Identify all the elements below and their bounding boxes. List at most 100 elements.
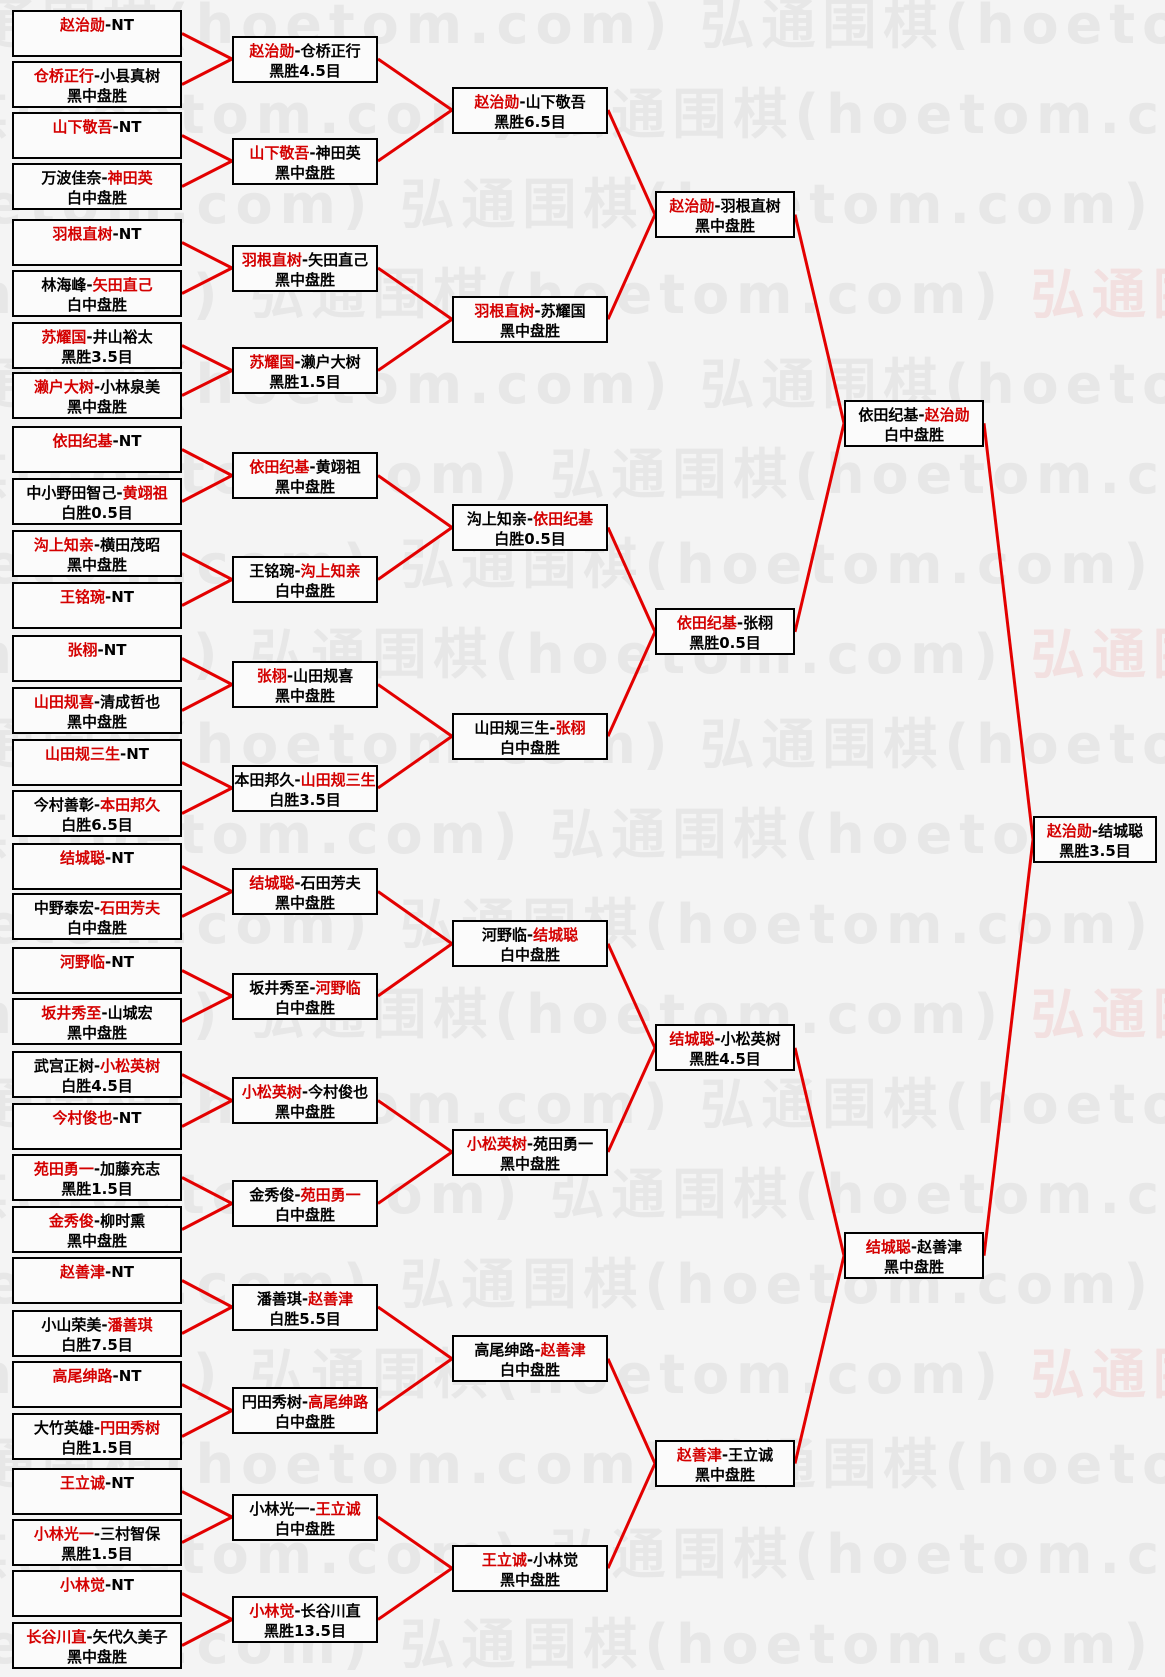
winner-name: 长谷川直 — [26, 1628, 87, 1646]
bracket-connector-line — [181, 1176, 233, 1205]
separator-dash: - — [93, 378, 101, 396]
player-name: 小林泉美 — [100, 378, 161, 396]
match-box-quarterfinals-1: 赵治勋-羽根直树 黑中盘胜 — [655, 191, 795, 239]
match-box-round-1-1: 赵治勋-NT — [12, 10, 182, 57]
winner-name: 王铭琬 — [59, 588, 105, 606]
separator-dash: - — [721, 1446, 729, 1464]
bracket-connector-line — [377, 474, 453, 529]
winner-name: 赵治勋 — [669, 197, 715, 216]
match-result: 黑中盘胜 — [499, 1570, 560, 1589]
bracket-connector-line — [606, 526, 657, 633]
winner-name: 神田英 — [107, 169, 153, 187]
watermark-text: 弘通围棋(hoetom.com) — [1030, 983, 1165, 1046]
match-players: 依田纪基-NT — [14, 431, 180, 451]
winner-name: 金秀俊 — [48, 1212, 94, 1230]
bracket-connector-line — [181, 578, 233, 607]
bracket-connector-line — [181, 57, 233, 86]
separator-dash: - — [93, 1419, 101, 1437]
match-players: 河野临-NT — [14, 952, 180, 972]
separator-dash: - — [93, 67, 101, 85]
player-name: 王立诚 — [728, 1446, 774, 1464]
watermark-text: 弘通围棋(hoetom.com) — [700, 1073, 1165, 1136]
match-result: 黑胜6.5目 — [494, 112, 566, 131]
match-box-round-1-19: 河野临-NT — [12, 947, 182, 994]
player-name: 石田芳夫 — [300, 874, 361, 892]
separator-dash: - — [112, 432, 119, 450]
match-box-semifinals-1: 依田纪基-赵治勋 白中盘胜 — [844, 399, 984, 447]
match-players: 山田规喜-清成哲也 — [14, 692, 180, 712]
player-name: 潘善琪 — [256, 1289, 302, 1308]
match-box-round-1-4: 万波佳奈-神田英 白中盘胜 — [12, 163, 182, 210]
match-players: 结城聪-NT — [14, 848, 180, 868]
match-box-round-2-9: 结城聪-石田芳夫 黑中盘胜 — [232, 868, 378, 915]
player-name: 张栩 — [743, 614, 774, 633]
separator-dash: - — [534, 301, 541, 320]
match-result: 黑中盘胜 — [66, 713, 127, 731]
bracket-connector-line — [982, 423, 1035, 840]
bracket-connector-line — [377, 942, 453, 998]
winner-name: 王立诚 — [315, 1499, 361, 1518]
match-players: 王铭琬-沟上知亲 — [234, 561, 376, 581]
player-name: 沟上知亲 — [466, 510, 527, 528]
match-players: 小林光一-王立诚 — [234, 1499, 376, 1519]
player-name: 小山荣美 — [41, 1316, 102, 1334]
winner-name: 赵善津 — [676, 1446, 722, 1464]
winner-name: 小林觉 — [59, 1576, 105, 1594]
match-result: 黑中盘胜 — [66, 1024, 127, 1042]
match-result: 黑胜1.5目 — [61, 1545, 133, 1563]
match-box-round-3-6: 小松英树-苑田勇一 黑中盘胜 — [452, 1128, 608, 1176]
player-name: 长谷川直 — [300, 1602, 361, 1620]
match-players: 羽根直树-NT — [14, 224, 180, 244]
winner-name: 苏耀国 — [249, 353, 295, 371]
winner-name: 羽根直树 — [474, 301, 535, 320]
bracket-connector-line — [377, 1150, 453, 1205]
separator-dash: - — [112, 1109, 119, 1127]
match-box-round-1-17: 结城聪-NT — [12, 843, 182, 890]
match-players: 依田纪基-黄翊祖 — [234, 457, 376, 477]
winner-name: 今村俊也 — [52, 1109, 113, 1127]
match-box-round-1-23: 苑田勇一-加藤充志 黑胜1.5目 — [12, 1154, 182, 1201]
bracket-connector-line — [181, 761, 233, 790]
bracket-connector-line — [606, 109, 657, 216]
winner-name: 王立诚 — [59, 1474, 105, 1492]
separator-dash: - — [93, 693, 101, 711]
separator-dash: - — [526, 926, 534, 945]
player-name: 万波佳奈 — [41, 169, 102, 187]
bracket-connector-line — [377, 735, 453, 790]
bracket-connector-line — [606, 1358, 657, 1465]
separator-dash: - — [93, 1525, 101, 1543]
bracket-connector-line — [181, 1592, 233, 1621]
match-result: 白中盘胜 — [274, 582, 335, 600]
separator-dash: - — [101, 1316, 108, 1334]
match-players: 小山荣美-潘善琪 — [14, 1315, 180, 1335]
winner-name: 依田纪基 — [533, 510, 594, 528]
player-name: NT — [118, 1109, 142, 1127]
bracket-connector-line — [181, 969, 233, 998]
match-players: 张栩-山田规喜 — [234, 666, 376, 686]
bracket-connector-line — [377, 890, 453, 945]
bracket-connector-line — [181, 474, 233, 503]
bracket-connector-line — [181, 1490, 233, 1519]
separator-dash: - — [294, 1602, 301, 1620]
match-players: 山田规三生-张栩 — [454, 718, 606, 738]
match-players: 大竹英雄-円田秀树 — [14, 1418, 180, 1438]
player-name: NT — [118, 1367, 142, 1385]
match-result: 白胜5.5目 — [269, 1309, 341, 1328]
match-box-round-3-1: 赵治勋-山下敬吾 黑胜6.5目 — [452, 86, 608, 134]
match-box-round-1-25: 赵善津-NT — [12, 1257, 182, 1304]
winner-name: 张栩 — [555, 718, 586, 737]
match-result: 黑胜0.5目 — [689, 634, 761, 653]
player-name: NT — [111, 1263, 135, 1281]
watermark-text: 弘通围棋(hoetom.com) — [400, 1253, 1156, 1316]
player-name: 林海峰 — [41, 276, 87, 294]
match-players: 赵治勋-山下敬吾 — [454, 92, 606, 112]
separator-dash: - — [294, 1186, 301, 1204]
separator-dash: - — [301, 1393, 309, 1411]
player-name: NT — [118, 225, 142, 243]
match-box-round-2-10: 坂井秀至-河野临 白中盘胜 — [232, 972, 378, 1020]
winner-name: 结城聪 — [59, 849, 105, 867]
player-name: 结城聪 — [1098, 821, 1144, 840]
winner-name: 河野临 — [315, 978, 361, 997]
match-box-round-3-7: 高尾绅路-赵善津 白中盘胜 — [452, 1335, 608, 1383]
match-result: 黑胜1.5目 — [61, 1180, 133, 1198]
